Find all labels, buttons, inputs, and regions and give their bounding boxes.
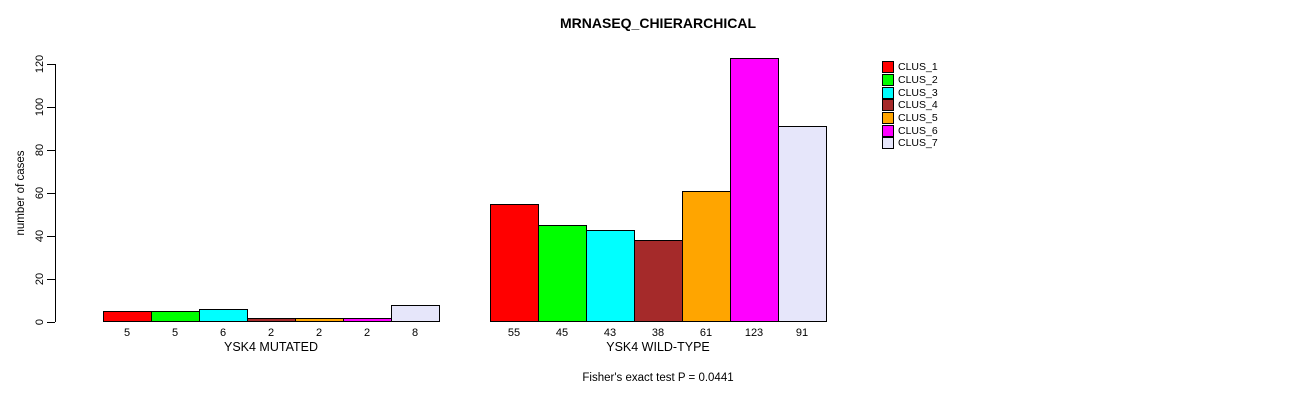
bar-value-label: 61 xyxy=(699,327,713,339)
bar-clus_6 xyxy=(343,317,392,322)
bar-clus_2 xyxy=(151,311,200,322)
bar-value-label: 5 xyxy=(123,327,131,339)
y-tick-label: 100 xyxy=(34,97,46,117)
y-tick xyxy=(47,193,55,194)
group-label: YSK4 MUTATED xyxy=(224,340,318,354)
legend-swatch xyxy=(882,137,894,150)
bar-clus_6 xyxy=(730,57,779,322)
group-label: YSK4 WILD-TYPE xyxy=(606,340,710,354)
y-axis-label: number of cases xyxy=(15,150,27,236)
bar-clus_5 xyxy=(295,317,344,322)
y-tick xyxy=(47,279,55,280)
legend-label: CLUS_2 xyxy=(898,74,938,87)
y-tick-label: 20 xyxy=(34,272,46,286)
legend-swatch xyxy=(882,74,894,87)
bar-value-label: 38 xyxy=(651,327,665,339)
legend-label: CLUS_3 xyxy=(898,86,938,99)
y-axis xyxy=(55,64,56,322)
bar-value-label: 2 xyxy=(363,327,371,339)
legend-swatch xyxy=(882,112,894,125)
chart-title: MRNASEQ_CHIERARCHICAL xyxy=(559,15,757,31)
bar-clus_4 xyxy=(247,317,296,322)
y-tick-label: 40 xyxy=(34,229,46,243)
bar-clus_3 xyxy=(199,309,248,322)
bar-clus_1 xyxy=(103,311,152,322)
y-tick xyxy=(47,64,55,65)
bar-value-label: 6 xyxy=(219,327,227,339)
legend-item: CLUS_3 xyxy=(882,86,938,99)
y-tick-label: 120 xyxy=(34,54,46,74)
y-tick xyxy=(47,236,55,237)
legend-label: CLUS_7 xyxy=(898,137,938,150)
legend-item: CLUS_4 xyxy=(882,99,938,112)
legend-label: CLUS_6 xyxy=(898,124,938,137)
bar-clus_2 xyxy=(538,225,587,322)
y-tick-label: 60 xyxy=(34,186,46,200)
y-tick xyxy=(47,322,55,323)
legend-item: CLUS_2 xyxy=(882,74,938,87)
bar-clus_4 xyxy=(634,240,683,322)
bar-clus_3 xyxy=(586,229,635,322)
legend-swatch xyxy=(882,124,894,137)
bar-value-label: 5 xyxy=(171,327,179,339)
legend-label: CLUS_1 xyxy=(898,61,938,74)
y-tick-label: 0 xyxy=(34,318,46,326)
legend-swatch xyxy=(882,99,894,112)
bar-value-label: 2 xyxy=(267,327,275,339)
y-tick xyxy=(47,150,55,151)
bar-value-label: 45 xyxy=(555,327,569,339)
legend-swatch xyxy=(882,86,894,99)
bar-clus_1 xyxy=(490,203,539,322)
legend-swatch xyxy=(882,61,894,74)
bar-clus_7 xyxy=(778,126,827,322)
bar-value-label: 55 xyxy=(507,327,521,339)
bar-clus_7 xyxy=(391,304,440,322)
bar-clus_5 xyxy=(682,190,731,322)
y-tick xyxy=(47,107,55,108)
legend-item: CLUS_1 xyxy=(882,61,938,74)
legend-label: CLUS_4 xyxy=(898,99,938,112)
bar-value-label: 91 xyxy=(795,327,809,339)
bar-value-label: 43 xyxy=(603,327,617,339)
bar-value-label: 123 xyxy=(744,327,764,339)
legend: CLUS_1 CLUS_2 CLUS_3 CLUS_4 CLUS_5 CLUS_6 CLUS… xyxy=(882,61,938,150)
footer-annotation: Fisher's exact test P = 0.0441 xyxy=(582,372,734,384)
bar-value-label: 8 xyxy=(411,327,419,339)
y-tick-label: 80 xyxy=(34,143,46,157)
bar-value-label: 2 xyxy=(315,327,323,339)
legend-item: CLUS_5 xyxy=(882,112,938,125)
legend-label: CLUS_5 xyxy=(898,112,938,125)
legend-item: CLUS_6 xyxy=(882,124,938,137)
legend-item: CLUS_7 xyxy=(882,137,938,150)
